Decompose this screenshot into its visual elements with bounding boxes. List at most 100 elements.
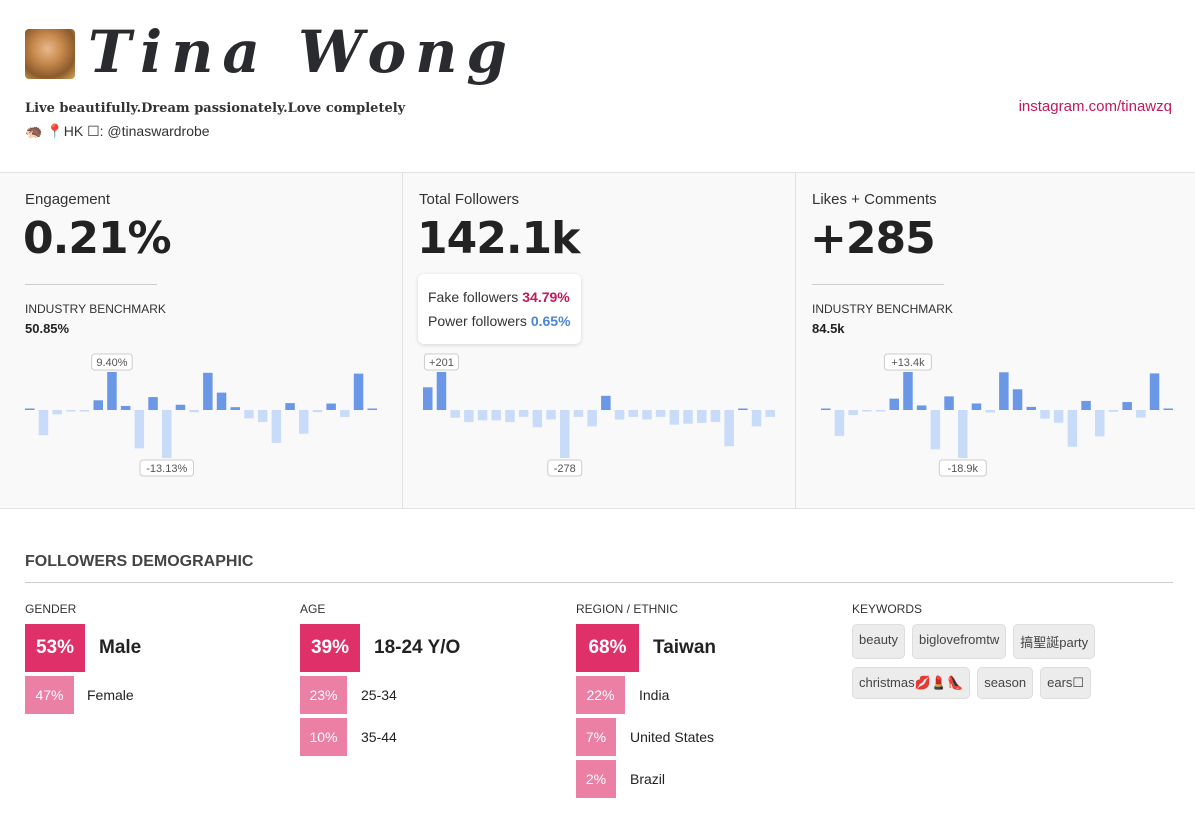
section-title: FOLLOWERS DEMOGRAPHIC [25,553,1173,583]
chart-bar [944,396,954,410]
region-pct: 2% [576,760,616,798]
chart-bar [573,410,584,417]
gender-pct: 47% [25,676,74,714]
chart-bar [107,372,117,410]
chart-bar [1053,410,1064,423]
likes-chart: +13.4k -18.9k [821,353,1173,477]
power-followers-label: Power followers [428,313,527,329]
likes-label: Likes + Comments [812,191,937,208]
engagement-label: Engagement [25,191,111,208]
chart-bar [1163,408,1173,410]
keyword-chip[interactable]: 搞聖誕party [1013,624,1096,659]
region-pct: 68% [576,624,639,672]
keyword-chip[interactable]: ears☐ [1040,667,1092,699]
chart-bar [916,405,927,410]
age-name: 35-44 [361,729,397,745]
min-label: -13.13% [139,459,194,477]
gender-name: Male [99,637,142,658]
chart-bar [1136,410,1146,418]
fake-followers-value: 34.79% [522,289,570,305]
chart-bar [326,403,336,410]
chart-bar [683,410,693,424]
chart-bar [875,410,886,412]
chart-bar [669,410,680,425]
chart-bar [25,408,35,410]
svg-text:+201: +201 [429,357,454,369]
benchmark-label: INDUSTRY BENCHMARK [25,302,166,316]
chart-bar [518,410,529,417]
svg-text:-278: -278 [554,463,576,475]
region-pct: 7% [576,718,616,756]
svg-text:9.40%: 9.40% [96,357,127,369]
followers-panel: Total Followers 142.1k Fake followers 34.… [403,173,796,508]
chart-bar [532,410,543,428]
chart-bar [971,403,982,410]
benchmark-value: 84.5k [812,321,845,336]
chart-bar [189,410,199,413]
chart-bar [271,410,282,443]
region-name: India [639,687,670,703]
region-pct: 22% [576,676,625,714]
chart-bar [848,410,858,416]
divider [812,284,944,285]
instagram-link[interactable]: instagram.com/tinawzq [1018,98,1172,115]
region-name: Taiwan [653,637,716,658]
age-pct: 10% [300,718,347,756]
keyword-chip[interactable]: christmas💋💄👠 [852,667,971,699]
chart-bar [738,408,748,410]
power-followers-value: 0.65% [530,313,571,329]
likes-value: +285 [810,213,936,264]
chart-bar [821,408,831,410]
chart-bar [710,410,721,423]
region-label: REGION / ETHNIC [576,602,679,616]
age-name: 25-34 [361,687,397,703]
chart-bar [1081,400,1091,410]
chart-bar [999,372,1009,410]
profile-bio-line2: 🦔 📍HK ☐: @tinaswardrobe [25,123,210,139]
benchmark-label: INDUSTRY BENCHMARK [812,302,953,316]
region-column: REGION / ETHNIC 68% Taiwan 22% India 7% Uni… [576,602,716,802]
chart-bar [1067,410,1078,447]
chart-bar [52,410,62,415]
gender-column: GENDER 53% Male 47% Female [25,602,141,718]
gender-label: GENDER [25,602,77,616]
svg-text:-18.9k: -18.9k [947,463,978,475]
chart-bar [450,410,460,418]
chart-bar [216,392,227,410]
chart-bar [546,410,556,420]
chart-bar [1026,406,1036,410]
followers-chart: +201 -278 [423,353,775,477]
min-label: -278 [547,459,583,477]
chart-bar [285,403,295,410]
chart-bar [257,410,268,423]
chart-bar [464,410,474,423]
chart-bar [175,404,186,410]
chart-bar [93,400,103,410]
keyword-chip[interactable]: beauty [852,624,906,659]
engagement-value: 0.21% [23,213,172,264]
max-label: +13.4k [883,353,932,371]
keyword-chip[interactable]: season [977,667,1034,699]
chart-bar [724,410,734,447]
max-label: +201 [423,353,459,371]
chart-bar [628,410,638,417]
chart-bar [312,410,323,413]
keyword-chip[interactable]: biglovefromtw [912,624,1007,659]
chart-bar [203,372,213,410]
chart-bar [1108,410,1119,412]
chart-bar [958,410,968,458]
engagement-chart: 9.40% -13.13% [25,353,377,477]
chart-bar [230,407,240,410]
profile-bio: Live beautifully.Dream passionately.Love… [25,101,406,116]
chart-bar [601,395,611,410]
chart-bar [1012,389,1023,410]
svg-text:+13.4k: +13.4k [891,357,925,369]
gender-pct: 53% [25,624,85,672]
chart-bar [367,408,377,410]
chart-bar [477,410,488,421]
chart-bar [642,410,652,420]
chart-bar [423,387,433,410]
chart-bar [560,410,570,458]
chart-bar [614,410,625,420]
profile-header: Tina Wong Live beautifully.Dream passion… [0,0,1195,172]
